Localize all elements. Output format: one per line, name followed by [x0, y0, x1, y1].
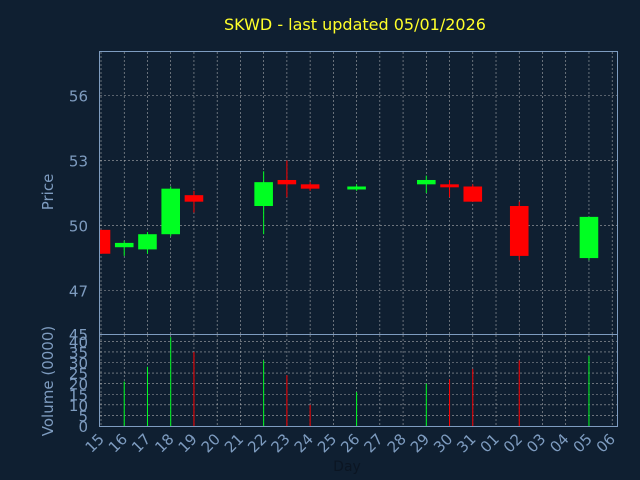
candle-29: [417, 175, 436, 193]
candle-05: [579, 216, 599, 261]
candle-22: [254, 171, 273, 235]
volume-tick-label: 20: [69, 376, 88, 394]
candle-18: [161, 186, 181, 237]
candle-body: [100, 229, 111, 254]
candle-body: [161, 188, 181, 235]
volume-tick-label: 40: [69, 333, 88, 351]
price-tick-label: 47: [69, 283, 88, 301]
candle-body: [138, 234, 157, 250]
volume-tick-label: 30: [69, 355, 88, 373]
price-tick-label: 50: [69, 218, 88, 236]
candle-17: [138, 232, 157, 254]
price-axis-label: Price: [39, 174, 57, 211]
volume-bars: [123, 337, 590, 426]
candle-body: [184, 195, 204, 202]
chart-title: SKWD - last updated 05/01/2026: [224, 15, 486, 34]
candle-body: [254, 182, 273, 207]
price-tick-label: 45: [69, 326, 88, 344]
candle-body: [440, 184, 459, 188]
volume-tick-label: 10: [69, 397, 88, 415]
volume-plot-frame: [99, 334, 618, 427]
volume-tick-label: 15: [69, 386, 88, 404]
price-y-ticks: 45 47 50 53 56: [69, 87, 88, 344]
candle-23: [277, 160, 297, 198]
volume-grid: [100, 335, 617, 426]
candle-body: [509, 206, 529, 256]
candle-16: [114, 240, 134, 256]
volume-tick-label: 5: [78, 407, 88, 425]
candle-body: [114, 242, 134, 248]
candle-24: [300, 182, 320, 191]
price-tick-label: 53: [69, 152, 88, 170]
price-tick-label: 56: [69, 87, 88, 105]
candle-body: [463, 186, 483, 202]
candle-body: [417, 179, 436, 185]
candle-26: [347, 184, 366, 191]
candle-15: [100, 229, 111, 254]
candle-02: [509, 201, 529, 261]
candle-body: [347, 186, 366, 190]
candle-body: [277, 179, 297, 185]
day-x-ticks: 1516171819202122232425262728293031010203…: [82, 430, 619, 456]
volume-tick-label: 35: [69, 344, 88, 362]
candle-31: [463, 184, 483, 202]
candle-19: [184, 190, 204, 213]
candles: [100, 160, 599, 261]
volume-axis-label: Volume (0000): [39, 326, 57, 436]
day-tick-label: 06: [593, 430, 619, 456]
volume-tick-label: 25: [69, 365, 88, 383]
candle-body: [300, 184, 320, 189]
candle-30: [440, 179, 459, 198]
candle-body: [579, 216, 599, 259]
x-axis-label: Day: [333, 459, 361, 475]
volume-tick-label: 0: [78, 418, 88, 436]
